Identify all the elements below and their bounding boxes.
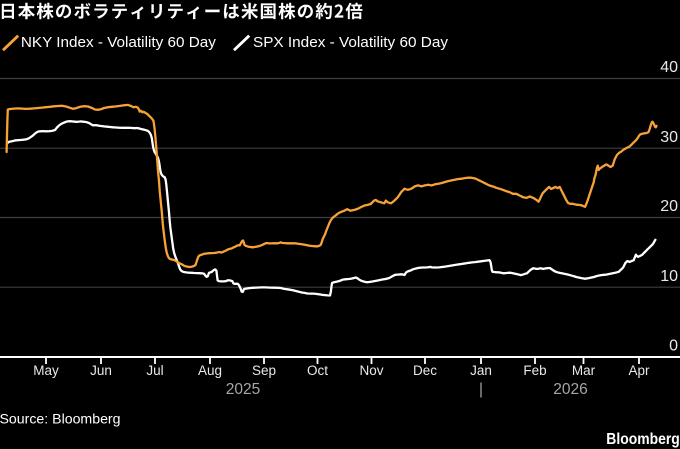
svg-text:20: 20 xyxy=(660,198,678,215)
svg-text:Mar: Mar xyxy=(572,363,596,378)
svg-text:2025: 2025 xyxy=(226,381,260,398)
svg-text:Jun: Jun xyxy=(90,363,112,378)
svg-text:NKY Index - Volatility 60 Day: NKY Index - Volatility 60 Day xyxy=(21,35,217,51)
svg-text:30: 30 xyxy=(660,129,678,146)
svg-text:Jan: Jan xyxy=(470,363,492,378)
svg-text:Nov: Nov xyxy=(359,363,383,378)
svg-text:40: 40 xyxy=(660,59,678,76)
svg-text:Aug: Aug xyxy=(198,363,222,378)
svg-text:Apr: Apr xyxy=(628,363,650,378)
svg-text:Oct: Oct xyxy=(307,363,328,378)
svg-text:Source: Bloomberg: Source: Bloomberg xyxy=(0,411,121,427)
svg-text:Sep: Sep xyxy=(252,363,276,378)
svg-text:Bloomberg: Bloomberg xyxy=(606,431,680,448)
svg-text:Feb: Feb xyxy=(523,363,546,378)
svg-text:0: 0 xyxy=(669,338,678,355)
svg-text:|: | xyxy=(479,381,483,398)
svg-text:May: May xyxy=(33,363,59,378)
svg-text:2026: 2026 xyxy=(553,381,587,398)
svg-text:10: 10 xyxy=(660,268,678,285)
svg-text:Jul: Jul xyxy=(146,363,163,378)
svg-text:SPX Index - Volatility 60 Day: SPX Index - Volatility 60 Day xyxy=(253,35,449,51)
svg-text:Dec: Dec xyxy=(413,363,437,378)
